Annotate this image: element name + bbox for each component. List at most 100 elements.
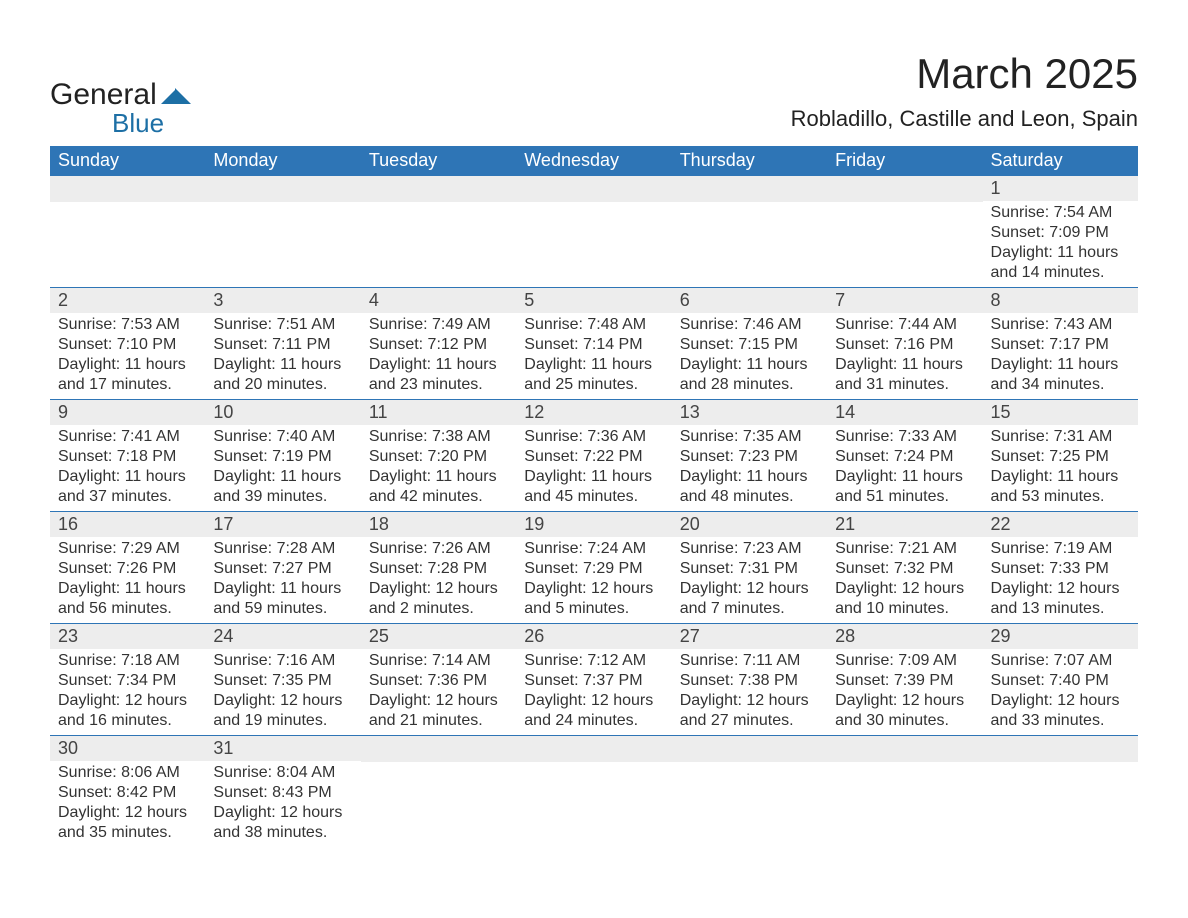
day-number: 12 (516, 400, 671, 425)
sunrise-line: Sunrise: 7:11 AM (680, 651, 819, 671)
day-body: Sunrise: 7:09 AMSunset: 7:39 PMDaylight:… (827, 649, 982, 735)
day-body: Sunrise: 7:14 AMSunset: 7:36 PMDaylight:… (361, 649, 516, 735)
day-number: 8 (983, 288, 1138, 313)
day-body: Sunrise: 7:31 AMSunset: 7:25 PMDaylight:… (983, 425, 1138, 511)
calendar-cell: 2Sunrise: 7:53 AMSunset: 7:10 PMDaylight… (50, 288, 205, 400)
sunrise-line: Sunrise: 7:19 AM (991, 539, 1130, 559)
daylight-line: Daylight: 11 hours and 31 minutes. (835, 355, 974, 395)
day-number: 11 (361, 400, 516, 425)
sunrise-line: Sunrise: 7:43 AM (991, 315, 1130, 335)
daylight-line: Daylight: 11 hours and 20 minutes. (213, 355, 352, 395)
sunset-line: Sunset: 7:37 PM (524, 671, 663, 691)
day-number: 1 (983, 176, 1138, 201)
sunset-line: Sunset: 8:43 PM (213, 783, 352, 803)
day-body: Sunrise: 7:26 AMSunset: 7:28 PMDaylight:… (361, 537, 516, 623)
day-body: Sunrise: 7:21 AMSunset: 7:32 PMDaylight:… (827, 537, 982, 623)
daylight-line: Daylight: 11 hours and 53 minutes. (991, 467, 1130, 507)
calendar-cell: 1Sunrise: 7:54 AMSunset: 7:09 PMDaylight… (983, 176, 1138, 288)
calendar-cell (361, 176, 516, 288)
day-number: 30 (50, 736, 205, 761)
day-number: 26 (516, 624, 671, 649)
weekday-header: Thursday (672, 146, 827, 176)
empty-daynum (361, 176, 516, 202)
day-number: 14 (827, 400, 982, 425)
sunset-line: Sunset: 7:31 PM (680, 559, 819, 579)
weekday-header: Monday (205, 146, 360, 176)
daylight-line: Daylight: 11 hours and 48 minutes. (680, 467, 819, 507)
daylight-line: Daylight: 12 hours and 24 minutes. (524, 691, 663, 731)
sunset-line: Sunset: 7:26 PM (58, 559, 197, 579)
empty-daynum (50, 176, 205, 202)
logo: General Blue (50, 50, 191, 136)
page-subtitle: Robladillo, Castille and Leon, Spain (791, 106, 1138, 132)
day-number: 5 (516, 288, 671, 313)
sunrise-line: Sunrise: 7:48 AM (524, 315, 663, 335)
daylight-line: Daylight: 12 hours and 13 minutes. (991, 579, 1130, 619)
sunrise-line: Sunrise: 7:54 AM (991, 203, 1130, 223)
sunset-line: Sunset: 7:24 PM (835, 447, 974, 467)
sunset-line: Sunset: 7:35 PM (213, 671, 352, 691)
day-body: Sunrise: 7:48 AMSunset: 7:14 PMDaylight:… (516, 313, 671, 399)
calendar-week-row: 1Sunrise: 7:54 AMSunset: 7:09 PMDaylight… (50, 176, 1138, 288)
calendar-cell: 10Sunrise: 7:40 AMSunset: 7:19 PMDayligh… (205, 400, 360, 512)
day-body: Sunrise: 7:36 AMSunset: 7:22 PMDaylight:… (516, 425, 671, 511)
sunset-line: Sunset: 7:32 PM (835, 559, 974, 579)
weekday-header: Tuesday (361, 146, 516, 176)
daylight-line: Daylight: 11 hours and 25 minutes. (524, 355, 663, 395)
day-body: Sunrise: 8:06 AMSunset: 8:42 PMDaylight:… (50, 761, 205, 847)
sunset-line: Sunset: 7:25 PM (991, 447, 1130, 467)
empty-daynum (361, 736, 516, 762)
sunrise-line: Sunrise: 7:33 AM (835, 427, 974, 447)
day-body: Sunrise: 7:40 AMSunset: 7:19 PMDaylight:… (205, 425, 360, 511)
day-body: Sunrise: 7:53 AMSunset: 7:10 PMDaylight:… (50, 313, 205, 399)
sunset-line: Sunset: 7:40 PM (991, 671, 1130, 691)
empty-daynum (827, 736, 982, 762)
sunset-line: Sunset: 7:36 PM (369, 671, 508, 691)
day-body: Sunrise: 7:41 AMSunset: 7:18 PMDaylight:… (50, 425, 205, 511)
day-body: Sunrise: 7:54 AMSunset: 7:09 PMDaylight:… (983, 201, 1138, 287)
sunrise-line: Sunrise: 7:16 AM (213, 651, 352, 671)
daylight-line: Daylight: 11 hours and 34 minutes. (991, 355, 1130, 395)
daylight-line: Daylight: 12 hours and 19 minutes. (213, 691, 352, 731)
calendar-cell: 21Sunrise: 7:21 AMSunset: 7:32 PMDayligh… (827, 512, 982, 624)
day-number: 28 (827, 624, 982, 649)
sunset-line: Sunset: 7:14 PM (524, 335, 663, 355)
sunrise-line: Sunrise: 7:38 AM (369, 427, 508, 447)
calendar-cell: 17Sunrise: 7:28 AMSunset: 7:27 PMDayligh… (205, 512, 360, 624)
sunrise-line: Sunrise: 7:41 AM (58, 427, 197, 447)
day-number: 13 (672, 400, 827, 425)
day-body: Sunrise: 7:33 AMSunset: 7:24 PMDaylight:… (827, 425, 982, 511)
calendar-cell (983, 736, 1138, 848)
daylight-line: Daylight: 12 hours and 7 minutes. (680, 579, 819, 619)
calendar-cell: 27Sunrise: 7:11 AMSunset: 7:38 PMDayligh… (672, 624, 827, 736)
calendar-cell: 31Sunrise: 8:04 AMSunset: 8:43 PMDayligh… (205, 736, 360, 848)
page-title: March 2025 (791, 50, 1138, 98)
day-body: Sunrise: 7:16 AMSunset: 7:35 PMDaylight:… (205, 649, 360, 735)
calendar-cell: 16Sunrise: 7:29 AMSunset: 7:26 PMDayligh… (50, 512, 205, 624)
day-body: Sunrise: 7:43 AMSunset: 7:17 PMDaylight:… (983, 313, 1138, 399)
sunrise-line: Sunrise: 7:21 AM (835, 539, 974, 559)
day-number: 18 (361, 512, 516, 537)
sunset-line: Sunset: 7:23 PM (680, 447, 819, 467)
sunset-line: Sunset: 7:27 PM (213, 559, 352, 579)
calendar-cell: 5Sunrise: 7:48 AMSunset: 7:14 PMDaylight… (516, 288, 671, 400)
calendar-cell: 20Sunrise: 7:23 AMSunset: 7:31 PMDayligh… (672, 512, 827, 624)
calendar-cell (205, 176, 360, 288)
sunrise-line: Sunrise: 7:09 AM (835, 651, 974, 671)
daylight-line: Daylight: 12 hours and 27 minutes. (680, 691, 819, 731)
daylight-line: Daylight: 11 hours and 59 minutes. (213, 579, 352, 619)
sunset-line: Sunset: 7:11 PM (213, 335, 352, 355)
sunrise-line: Sunrise: 7:53 AM (58, 315, 197, 335)
empty-daynum (672, 736, 827, 762)
day-number: 31 (205, 736, 360, 761)
daylight-line: Daylight: 11 hours and 51 minutes. (835, 467, 974, 507)
calendar-cell: 18Sunrise: 7:26 AMSunset: 7:28 PMDayligh… (361, 512, 516, 624)
calendar-cell: 13Sunrise: 7:35 AMSunset: 7:23 PMDayligh… (672, 400, 827, 512)
sunset-line: Sunset: 7:09 PM (991, 223, 1130, 243)
calendar-cell (672, 736, 827, 848)
logo-word2: Blue (50, 110, 191, 136)
calendar-cell: 29Sunrise: 7:07 AMSunset: 7:40 PMDayligh… (983, 624, 1138, 736)
header: General Blue March 2025 Robladillo, Cast… (50, 50, 1138, 136)
calendar-cell (361, 736, 516, 848)
calendar-cell: 3Sunrise: 7:51 AMSunset: 7:11 PMDaylight… (205, 288, 360, 400)
